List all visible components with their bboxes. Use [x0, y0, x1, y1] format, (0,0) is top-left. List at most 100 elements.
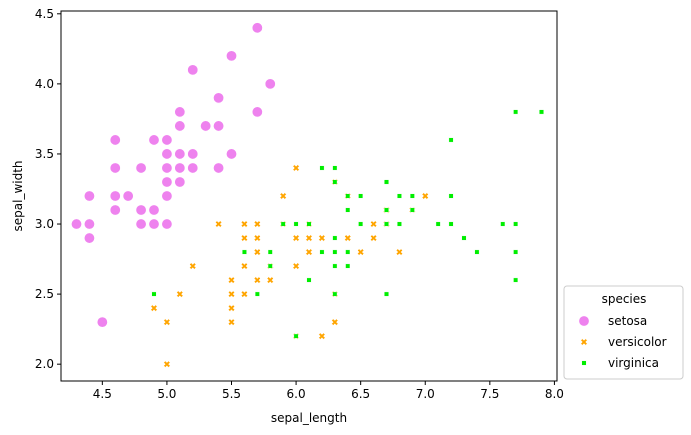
data-point-virginica — [513, 277, 519, 283]
y-tick-label: 2.0 — [35, 357, 54, 371]
data-point-versicolor — [370, 220, 378, 228]
data-point-virginica — [409, 193, 415, 199]
data-point-virginica — [448, 137, 454, 143]
data-point-setosa — [174, 162, 186, 174]
data-point-versicolor — [189, 262, 197, 270]
data-point-setosa — [161, 148, 173, 160]
data-point-versicolor — [370, 234, 378, 242]
plot-frame — [60, 10, 558, 382]
data-point-virginica — [384, 291, 389, 297]
data-point-virginica — [435, 221, 441, 227]
data-point-setosa — [135, 204, 147, 216]
data-point-versicolor — [305, 248, 313, 256]
data-point-setosa — [187, 64, 199, 76]
data-point-setosa — [213, 92, 225, 104]
data-point-setosa — [213, 120, 225, 132]
data-point-versicolor — [240, 290, 248, 298]
data-point-versicolor — [331, 318, 339, 326]
data-point-versicolor — [344, 234, 352, 242]
data-point-virginica — [358, 221, 364, 227]
data-point-virginica — [345, 193, 351, 199]
data-point-virginica — [513, 249, 519, 255]
data-point-virginica — [345, 263, 351, 269]
data-point-setosa — [109, 190, 121, 202]
data-point-virginica — [332, 263, 338, 269]
data-point-setosa — [109, 162, 121, 174]
x-tick-label: 6.0 — [287, 387, 306, 401]
y-tick-label: 2.5 — [35, 287, 54, 301]
data-point-versicolor — [240, 234, 248, 242]
legend-marker-versicolor — [580, 338, 588, 346]
data-point-setosa — [109, 134, 121, 146]
data-point-versicolor — [357, 248, 365, 256]
legend-label: setosa — [608, 314, 647, 328]
data-point-virginica — [267, 249, 273, 255]
data-point-setosa — [71, 218, 83, 230]
data-point-setosa — [135, 162, 147, 174]
data-point-setosa — [174, 106, 186, 118]
data-point-versicolor — [253, 234, 261, 242]
data-point-virginica — [332, 235, 338, 241]
data-point-versicolor — [292, 262, 300, 270]
y-tick-label: 4.5 — [35, 7, 54, 21]
data-point-setosa — [148, 134, 160, 146]
legend-marker-setosa — [578, 315, 590, 327]
data-point-virginica — [513, 221, 519, 227]
data-point-virginica — [539, 109, 544, 115]
data-point-versicolor — [227, 318, 236, 326]
legend-marker-virginica — [581, 360, 587, 366]
data-point-setosa — [161, 162, 173, 174]
x-tick-label: 7.5 — [480, 387, 499, 401]
data-point-versicolor — [240, 262, 248, 270]
data-point-virginica — [332, 249, 338, 255]
data-point-versicolor — [227, 276, 236, 284]
data-point-versicolor — [215, 220, 223, 228]
data-point-virginica — [332, 179, 338, 185]
data-point-virginica — [332, 165, 338, 171]
data-point-virginica — [151, 291, 157, 297]
data-point-setosa — [161, 176, 173, 188]
data-point-setosa — [83, 232, 95, 244]
data-point-setosa — [264, 78, 276, 90]
data-point-setosa — [251, 106, 263, 118]
data-point-virginica — [345, 249, 351, 255]
data-point-setosa — [109, 204, 121, 216]
data-point-virginica — [409, 207, 415, 213]
data-point-setosa — [174, 176, 186, 188]
data-point-virginica — [280, 221, 286, 227]
data-point-virginica — [332, 291, 338, 297]
legend-label: versicolor — [608, 335, 667, 349]
data-point-virginica — [474, 249, 480, 255]
data-point-virginica — [306, 277, 312, 283]
data-point-versicolor — [176, 290, 184, 298]
data-point-virginica — [293, 221, 299, 227]
data-marks — [71, 22, 544, 368]
data-point-virginica — [397, 221, 402, 227]
data-point-setosa — [161, 134, 173, 146]
data-point-setosa — [174, 148, 186, 160]
data-point-setosa — [122, 190, 134, 202]
data-point-versicolor — [395, 248, 403, 256]
x-tick-label: 8.0 — [545, 387, 564, 401]
data-point-virginica — [267, 263, 273, 269]
data-point-setosa — [226, 148, 238, 160]
data-point-virginica — [358, 193, 364, 199]
data-point-versicolor — [163, 360, 171, 368]
data-point-setosa — [161, 190, 173, 202]
data-point-versicolor — [279, 192, 287, 200]
data-point-versicolor — [318, 332, 326, 340]
data-point-virginica — [293, 333, 299, 339]
y-axis-title: sepal_width — [11, 160, 25, 231]
legend-items: setosa versicolor virginica — [578, 314, 667, 370]
data-point-virginica — [513, 109, 519, 115]
x-axis-title: sepal_length — [271, 411, 347, 425]
data-point-setosa — [174, 120, 186, 132]
y-tick-label: 4.0 — [35, 77, 54, 91]
data-point-versicolor — [292, 234, 300, 242]
data-point-virginica — [306, 221, 312, 227]
data-point-setosa — [187, 148, 199, 160]
x-tick-label: 7.0 — [416, 387, 435, 401]
data-point-versicolor — [253, 276, 261, 284]
legend-box — [563, 285, 684, 380]
